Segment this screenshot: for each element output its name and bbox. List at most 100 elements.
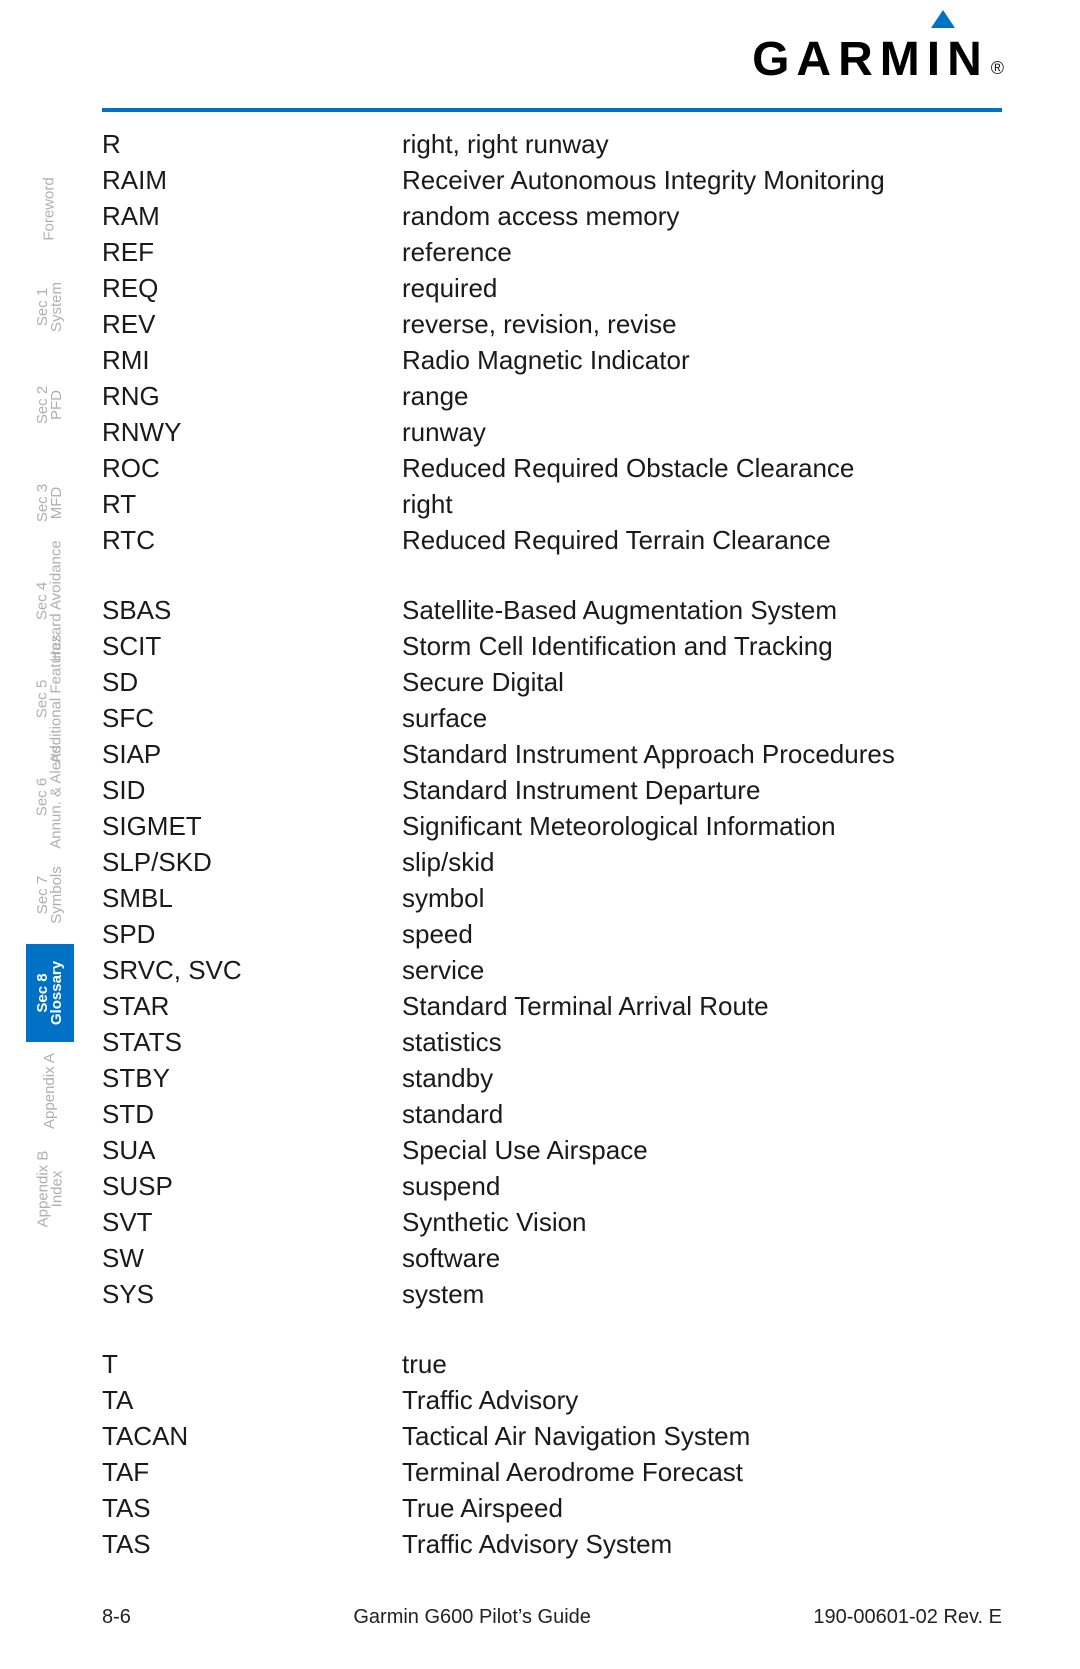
glossary-def: Special Use Airspace — [402, 1132, 1002, 1168]
glossary-row: RMIRadio Magnetic Indicator — [102, 342, 1002, 378]
glossary-row: STDstandard — [102, 1096, 1002, 1132]
side-tab[interactable]: Appendix BIndex — [26, 1140, 74, 1238]
glossary-def: symbol — [402, 880, 1002, 916]
glossary-block: Rright, right runwayRAIMReceiver Autonom… — [102, 126, 1002, 558]
glossary-row: TAFTerminal Aerodrome Forecast — [102, 1454, 1002, 1490]
side-tab[interactable]: Sec 7Symbols — [26, 846, 74, 944]
glossary-def: random access memory — [402, 198, 1002, 234]
glossary-block: SBASSatellite-Based Augmentation SystemS… — [102, 592, 1002, 1312]
glossary-row: Rright, right runway — [102, 126, 1002, 162]
glossary-abbr: REV — [102, 306, 402, 342]
glossary-def: Reduced Required Obstacle Clearance — [402, 450, 1002, 486]
glossary-def: service — [402, 952, 1002, 988]
glossary-abbr: RNG — [102, 378, 402, 414]
glossary-row: SVTSynthetic Vision — [102, 1204, 1002, 1240]
side-tabs: ForewordSec 1SystemSec 2PFDSec 3MFDSec 4… — [26, 160, 74, 1238]
side-tab-label: Appendix A — [43, 1053, 57, 1129]
glossary-row: TASTrue Airspeed — [102, 1490, 1002, 1526]
glossary-row: RAIMReceiver Autonomous Integrity Monito… — [102, 162, 1002, 198]
glossary-abbr: SFC — [102, 700, 402, 736]
side-tab-label: Appendix BIndex — [36, 1151, 64, 1228]
glossary-abbr: SIAP — [102, 736, 402, 772]
glossary-abbr: SCIT — [102, 628, 402, 664]
glossary-row: SBASSatellite-Based Augmentation System — [102, 592, 1002, 628]
glossary-row: SPDspeed — [102, 916, 1002, 952]
glossary-abbr: ROC — [102, 450, 402, 486]
footer: 8-6 Garmin G600 Pilot’s Guide 190-00601-… — [102, 1606, 1002, 1629]
glossary-row: REFreference — [102, 234, 1002, 270]
glossary-row: RNGrange — [102, 378, 1002, 414]
glossary-row: SDSecure Digital — [102, 664, 1002, 700]
footer-page-number: 8-6 — [102, 1606, 131, 1629]
glossary-abbr: STAR — [102, 988, 402, 1024]
glossary-abbr: STATS — [102, 1024, 402, 1060]
glossary-def: Storm Cell Identification and Tracking — [402, 628, 1002, 664]
glossary-def: Receiver Autonomous Integrity Monitoring — [402, 162, 1002, 198]
side-tab[interactable]: Foreword — [26, 160, 74, 258]
glossary-abbr: RAM — [102, 198, 402, 234]
glossary-def: Reduced Required Terrain Clearance — [402, 522, 1002, 558]
side-tab-label: Sec 1System — [36, 282, 64, 332]
glossary-def: system — [402, 1276, 1002, 1312]
glossary-abbr: SUSP — [102, 1168, 402, 1204]
glossary-abbr: SIGMET — [102, 808, 402, 844]
glossary-row: SWsoftware — [102, 1240, 1002, 1276]
glossary-row: ROCReduced Required Obstacle Clearance — [102, 450, 1002, 486]
glossary-def: Satellite-Based Augmentation System — [402, 592, 1002, 628]
glossary-abbr: TAS — [102, 1526, 402, 1562]
footer-title: Garmin G600 Pilot’s Guide — [353, 1606, 591, 1629]
glossary-abbr: SW — [102, 1240, 402, 1276]
glossary-abbr: RMI — [102, 342, 402, 378]
glossary-abbr: RNWY — [102, 414, 402, 450]
glossary-def: surface — [402, 700, 1002, 736]
glossary-def: Standard Terminal Arrival Route — [402, 988, 1002, 1024]
glossary-def: range — [402, 378, 1002, 414]
brand-name: GARMIN — [752, 32, 989, 87]
side-tab[interactable]: Appendix A — [26, 1042, 74, 1140]
side-tab[interactable]: Sec 6Annun. & Alerts — [26, 748, 74, 846]
glossary-abbr: REF — [102, 234, 402, 270]
glossary-abbr: SVT — [102, 1204, 402, 1240]
glossary-row: SYSsystem — [102, 1276, 1002, 1312]
glossary-row: RAMrandom access memory — [102, 198, 1002, 234]
glossary-def: Standard Instrument Approach Procedures — [402, 736, 1002, 772]
glossary-row: REQrequired — [102, 270, 1002, 306]
glossary-def: Radio Magnetic Indicator — [402, 342, 1002, 378]
side-tab-label: Foreword — [43, 177, 57, 240]
glossary-abbr: SID — [102, 772, 402, 808]
glossary-row: SRVC, SVCservice — [102, 952, 1002, 988]
glossary-abbr: T — [102, 1346, 402, 1382]
registered-mark: ® — [991, 58, 1004, 78]
glossary-row: TACANTactical Air Navigation System — [102, 1418, 1002, 1454]
glossary-abbr: SYS — [102, 1276, 402, 1312]
side-tab[interactable]: Sec 5Additional Features — [26, 650, 74, 748]
glossary-def: true — [402, 1346, 1002, 1382]
glossary-row: SCITStorm Cell Identification and Tracki… — [102, 628, 1002, 664]
glossary-row: RNWYrunway — [102, 414, 1002, 450]
glossary-def: Tactical Air Navigation System — [402, 1418, 1002, 1454]
glossary-def: Terminal Aerodrome Forecast — [402, 1454, 1002, 1490]
side-tab-label: Sec 5Additional Features — [36, 634, 64, 763]
glossary-row: Ttrue — [102, 1346, 1002, 1382]
glossary-abbr: SPD — [102, 916, 402, 952]
glossary-abbr: TACAN — [102, 1418, 402, 1454]
side-tab[interactable]: Sec 8Glossary — [26, 944, 74, 1042]
glossary-def: Traffic Advisory System — [402, 1526, 1002, 1562]
glossary-def: statistics — [402, 1024, 1002, 1060]
side-tab[interactable]: Sec 1System — [26, 258, 74, 356]
glossary-def: right, right runway — [402, 126, 1002, 162]
glossary-def: required — [402, 270, 1002, 306]
glossary-def: software — [402, 1240, 1002, 1276]
glossary-def: reference — [402, 234, 1002, 270]
logo-triangle-icon — [931, 10, 955, 28]
glossary-abbr: SD — [102, 664, 402, 700]
glossary-def: Secure Digital — [402, 664, 1002, 700]
header-rule — [102, 108, 1002, 112]
glossary-def: standby — [402, 1060, 1002, 1096]
glossary-def: Synthetic Vision — [402, 1204, 1002, 1240]
side-tab[interactable]: Sec 2PFD — [26, 356, 74, 454]
side-tab[interactable]: Sec 3MFD — [26, 454, 74, 552]
glossary-row: SUASpecial Use Airspace — [102, 1132, 1002, 1168]
side-tab-label: Sec 3MFD — [36, 484, 64, 522]
glossary-row: STBYstandby — [102, 1060, 1002, 1096]
